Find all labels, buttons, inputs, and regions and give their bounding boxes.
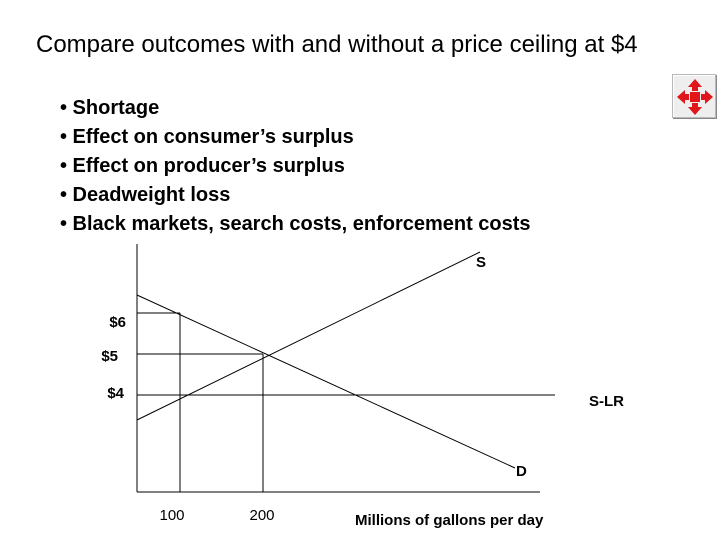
x-tick-200: 200 [249, 507, 274, 524]
demand-label: D [516, 463, 527, 480]
move-button[interactable] [672, 74, 716, 118]
bullet-list: • Shortage • Effect on consumer’s surplu… [60, 94, 531, 239]
demand-curve [136, 294, 516, 469]
y-tick-4: $4 [107, 385, 124, 402]
y-tick-5: $5 [101, 348, 118, 365]
ceiling-label: S-LR [589, 393, 624, 410]
bullet-black-markets: • Black markets, search costs, enforceme… [60, 213, 531, 235]
bullet-producer-surplus: • Effect on producer’s surplus [60, 155, 345, 177]
supply-label: S [476, 254, 486, 271]
supply-curve [136, 251, 481, 421]
bullet-consumer-surplus: • Effect on consumer’s surplus [60, 126, 354, 148]
slide-title: Compare outcomes with and without a pric… [36, 31, 638, 58]
x-axis-label: Millions of gallons per day [355, 512, 544, 529]
x-tick-100: 100 [159, 507, 184, 524]
move-arrows-icon [677, 79, 713, 115]
y-tick-6: $6 [109, 314, 126, 331]
bullet-shortage: • Shortage [60, 97, 160, 119]
bullet-deadweight-loss: • Deadweight loss [60, 184, 231, 206]
